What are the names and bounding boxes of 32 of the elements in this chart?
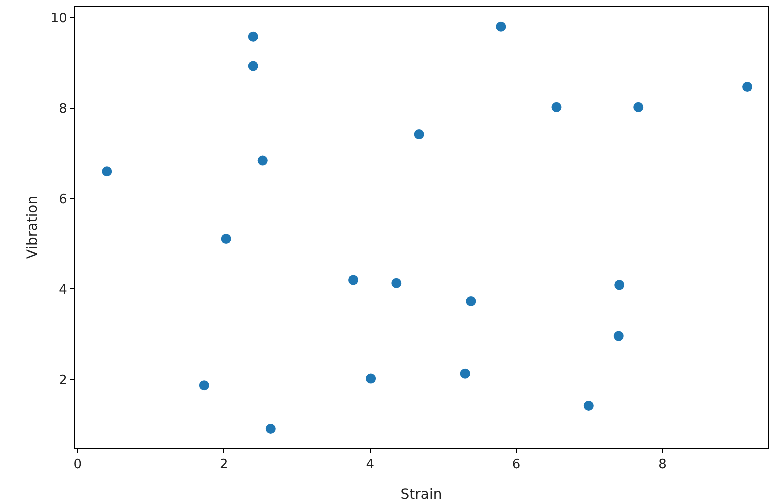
point bbox=[634, 102, 644, 112]
point bbox=[258, 156, 268, 166]
point bbox=[584, 400, 594, 411]
point bbox=[266, 424, 276, 434]
x-tick-label: 8 bbox=[658, 458, 667, 473]
point bbox=[248, 32, 258, 42]
point bbox=[552, 102, 562, 112]
x-tick-label: 6 bbox=[512, 458, 521, 473]
point bbox=[248, 61, 258, 72]
point bbox=[496, 22, 506, 32]
y-tick-label: 8 bbox=[59, 102, 68, 117]
point bbox=[460, 368, 470, 379]
y-axis-title: Vibration bbox=[25, 196, 41, 260]
y-tick-label: 2 bbox=[59, 373, 68, 388]
point bbox=[102, 166, 112, 177]
point bbox=[614, 331, 624, 342]
point bbox=[366, 374, 376, 384]
point bbox=[466, 296, 476, 306]
x-tick-label: 4 bbox=[366, 458, 374, 473]
y-tick-label: 6 bbox=[59, 192, 68, 208]
x-axis-title: Strain bbox=[400, 487, 442, 503]
y-tick-label: 4 bbox=[59, 282, 68, 298]
point bbox=[742, 82, 753, 92]
point bbox=[414, 130, 424, 140]
x-tick-label: 2 bbox=[220, 458, 228, 473]
x-tick-label: 0 bbox=[74, 458, 82, 473]
point bbox=[221, 234, 232, 244]
point bbox=[348, 275, 359, 286]
point bbox=[199, 380, 210, 391]
point bbox=[392, 278, 402, 288]
point bbox=[614, 280, 625, 290]
y-tick-label: 10 bbox=[50, 11, 68, 26]
